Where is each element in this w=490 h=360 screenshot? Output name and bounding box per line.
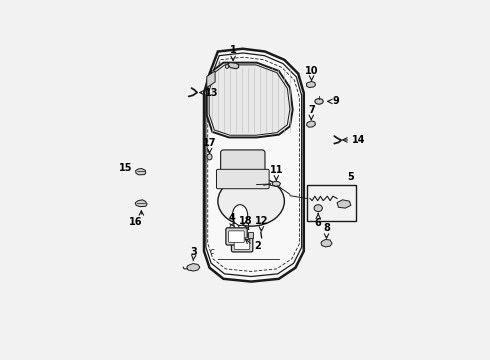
- Ellipse shape: [225, 64, 229, 68]
- Polygon shape: [307, 121, 316, 127]
- Text: 5: 5: [347, 172, 354, 182]
- Text: 8: 8: [323, 223, 330, 233]
- Text: 4: 4: [228, 213, 235, 223]
- FancyBboxPatch shape: [226, 228, 247, 245]
- Text: 11: 11: [270, 165, 283, 175]
- Ellipse shape: [229, 223, 240, 240]
- Polygon shape: [187, 264, 200, 271]
- FancyBboxPatch shape: [231, 235, 253, 252]
- Polygon shape: [207, 63, 293, 138]
- Ellipse shape: [207, 154, 212, 160]
- Text: 1: 1: [230, 45, 237, 55]
- Polygon shape: [307, 81, 316, 87]
- Text: 6: 6: [315, 217, 321, 228]
- Text: 14: 14: [352, 135, 365, 145]
- FancyBboxPatch shape: [229, 231, 244, 243]
- Text: 9: 9: [333, 96, 340, 107]
- Text: 10: 10: [305, 66, 318, 76]
- Text: 13: 13: [205, 87, 219, 98]
- Ellipse shape: [314, 205, 322, 212]
- Text: 16: 16: [128, 217, 142, 227]
- Ellipse shape: [232, 205, 247, 225]
- Polygon shape: [136, 168, 146, 175]
- FancyBboxPatch shape: [234, 238, 250, 249]
- Bar: [248, 232, 253, 238]
- Ellipse shape: [218, 176, 284, 226]
- Text: 18: 18: [239, 216, 253, 226]
- Text: 7: 7: [308, 105, 315, 115]
- FancyBboxPatch shape: [217, 169, 269, 189]
- Text: 3: 3: [190, 247, 197, 257]
- Ellipse shape: [315, 99, 323, 104]
- Text: 12: 12: [255, 216, 268, 226]
- Polygon shape: [207, 71, 215, 87]
- Text: 2: 2: [254, 240, 261, 251]
- Polygon shape: [135, 200, 147, 207]
- Polygon shape: [227, 63, 239, 69]
- Text: c: c: [210, 247, 215, 256]
- Polygon shape: [204, 49, 304, 282]
- Text: 15: 15: [119, 163, 132, 173]
- Polygon shape: [272, 181, 280, 186]
- Bar: [307, 185, 356, 221]
- Text: 17: 17: [203, 138, 216, 148]
- Polygon shape: [321, 239, 332, 247]
- Polygon shape: [337, 200, 351, 208]
- FancyBboxPatch shape: [220, 150, 265, 174]
